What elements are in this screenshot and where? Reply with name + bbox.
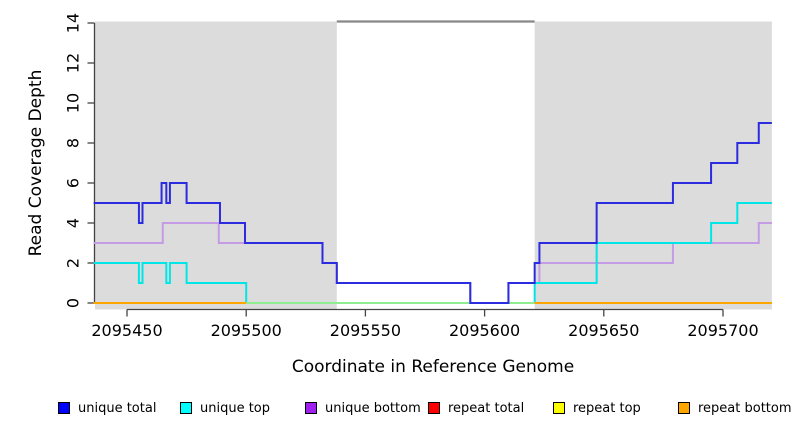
x-tick-label: 2095600 xyxy=(449,321,520,340)
y-tick-label: 0 xyxy=(64,298,83,308)
x-axis-title: Coordinate in Reference Genome xyxy=(291,357,575,377)
x-tick-label: 2095550 xyxy=(330,321,401,340)
y-tick-label: 4 xyxy=(64,218,83,228)
y-tick-label: 14 xyxy=(64,13,83,33)
y-tick-label: 2 xyxy=(64,258,83,268)
y-tick-label: 10 xyxy=(64,93,83,113)
x-tick-label: 2095500 xyxy=(211,321,282,340)
y-tick-label: 6 xyxy=(64,178,83,188)
right-shaded-region xyxy=(534,21,772,310)
x-tick-label: 2095450 xyxy=(91,321,162,340)
x-tick-label: 2095700 xyxy=(687,321,758,340)
y-tick-label: 8 xyxy=(64,138,83,148)
y-axis-title: Read Coverage Depth xyxy=(26,69,46,257)
series-line-unique-top xyxy=(93,202,772,304)
left-shaded-region xyxy=(95,21,337,310)
x-tick-label: 2095650 xyxy=(568,321,639,340)
y-tick-label: 12 xyxy=(64,53,83,73)
series-line-unique-total xyxy=(93,122,772,304)
